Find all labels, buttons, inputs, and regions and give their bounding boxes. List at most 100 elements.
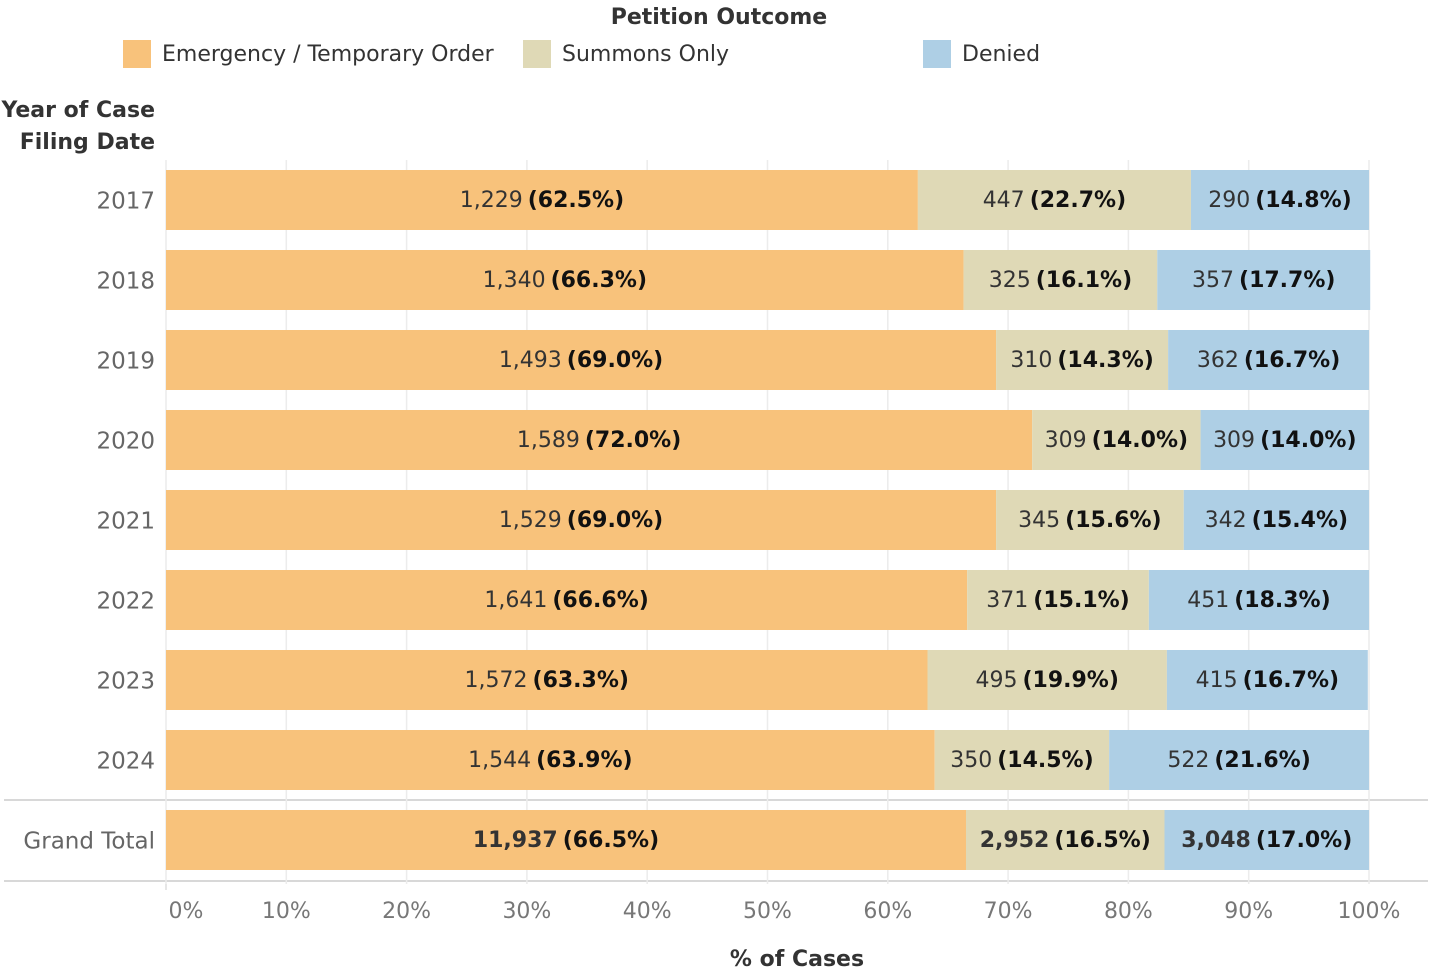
data-label: 1,572 (63.3%): [465, 668, 629, 693]
percent-label: (15.1%): [1033, 588, 1129, 613]
bar-segment: [967, 570, 1149, 630]
count-label: 495: [975, 668, 1017, 693]
percent-label: (63.9%): [536, 748, 632, 773]
y-tick-label: 2023: [96, 669, 155, 695]
data-label: 1,544 (63.9%): [468, 748, 632, 773]
count-label: 1,572: [465, 668, 528, 693]
bar-segment: [927, 650, 1167, 710]
data-label: 447 (22.7%): [983, 188, 1126, 213]
percent-label: (14.0%): [1092, 428, 1188, 453]
data-label: 495 (19.9%): [975, 668, 1118, 693]
data-label: 1,229 (62.5%): [460, 188, 624, 213]
count-label: 1,589: [517, 428, 580, 453]
percent-label: (18.3%): [1234, 588, 1330, 613]
y-tick-label: Grand Total: [23, 829, 155, 855]
x-tick-label: 100%: [1338, 899, 1401, 924]
count-label: 1,340: [483, 268, 546, 293]
percent-label: (14.3%): [1057, 348, 1153, 373]
data-label: 342 (15.4%): [1205, 508, 1348, 533]
percent-label: (62.5%): [528, 188, 624, 213]
x-tick-label: 50%: [743, 899, 792, 924]
data-label: 415 (16.7%): [1196, 668, 1339, 693]
x-tick-label: 60%: [863, 899, 912, 924]
bar-segment: [1148, 570, 1369, 630]
percent-label: (16.7%): [1243, 668, 1339, 693]
percent-label: (14.8%): [1255, 188, 1351, 213]
bar-segment: [166, 170, 918, 230]
percent-label: (72.0%): [585, 428, 681, 453]
count-label: 350: [950, 748, 992, 773]
count-label: 2,952: [980, 828, 1050, 853]
y-tick-label: 2020: [96, 429, 155, 455]
bar-segment: [1157, 250, 1371, 310]
data-label: 309 (14.0%): [1213, 428, 1356, 453]
count-label: 309: [1045, 428, 1087, 453]
data-label: 451 (18.3%): [1187, 588, 1330, 613]
bar-segment: [934, 730, 1110, 790]
legend-swatch: [523, 40, 551, 68]
count-label: 342: [1205, 508, 1247, 533]
count-label: 1,493: [499, 348, 562, 373]
count-label: 447: [983, 188, 1025, 213]
percent-label: (16.5%): [1054, 828, 1150, 853]
percent-label: (66.3%): [551, 268, 647, 293]
percent-label: (19.9%): [1022, 668, 1118, 693]
data-label: 2,952 (16.5%): [980, 828, 1151, 853]
percent-label: (17.0%): [1256, 828, 1352, 853]
percent-label: (15.6%): [1065, 508, 1161, 533]
count-label: 3,048: [1181, 828, 1251, 853]
data-label: 310 (14.3%): [1010, 348, 1153, 373]
percent-label: (17.7%): [1239, 268, 1335, 293]
percent-label: (16.1%): [1036, 268, 1132, 293]
y-axis-title: Year of Case: [0, 98, 155, 123]
percent-label: (22.7%): [1030, 188, 1126, 213]
data-label: 1,589 (72.0%): [517, 428, 681, 453]
data-label: 325 (16.1%): [989, 268, 1132, 293]
data-label: 1,340 (66.3%): [483, 268, 647, 293]
bar-segment: [1166, 650, 1368, 710]
bar-segment: [166, 490, 997, 550]
y-axis-title: Filing Date: [20, 130, 155, 155]
y-tick-label: 2021: [96, 509, 155, 535]
x-axis-title: % of Cases: [730, 947, 864, 972]
bar-segment: [1164, 810, 1369, 870]
percent-label: (66.5%): [563, 828, 659, 853]
bar-segment: [1032, 410, 1201, 470]
x-tick-label: 80%: [1104, 899, 1153, 924]
data-label: 1,641 (66.6%): [484, 588, 648, 613]
percent-label: (16.7%): [1244, 348, 1340, 373]
percent-label: (66.6%): [552, 588, 648, 613]
bar-segment: [166, 410, 1033, 470]
data-label: 357 (17.7%): [1192, 268, 1335, 293]
x-tick-label: 20%: [382, 899, 431, 924]
count-label: 371: [986, 588, 1028, 613]
percent-label: (14.5%): [997, 748, 1093, 773]
count-label: 451: [1187, 588, 1229, 613]
percent-label: (69.0%): [567, 508, 663, 533]
data-label: 1,493 (69.0%): [499, 348, 663, 373]
data-label: 309 (14.0%): [1045, 428, 1188, 453]
x-tick-label: 0%: [169, 899, 204, 924]
x-tick-label: 30%: [502, 899, 551, 924]
bar-segment: [1109, 730, 1369, 790]
bar-segment: [166, 330, 997, 390]
count-label: 357: [1192, 268, 1234, 293]
x-tick-label: 40%: [623, 899, 672, 924]
data-label: 1,529 (69.0%): [499, 508, 663, 533]
percent-label: (14.0%): [1260, 428, 1356, 453]
percent-label: (63.3%): [533, 668, 629, 693]
data-label: 371 (15.1%): [986, 588, 1129, 613]
bar-segment: [166, 570, 968, 630]
count-label: 522: [1167, 748, 1209, 773]
x-tick-label: 10%: [262, 899, 311, 924]
percent-label: (21.6%): [1214, 748, 1310, 773]
bar-segment: [996, 490, 1184, 550]
count-label: 11,937: [473, 828, 558, 853]
count-label: 415: [1196, 668, 1238, 693]
data-label: 350 (14.5%): [950, 748, 1093, 773]
percent-label: (69.0%): [567, 348, 663, 373]
count-label: 362: [1197, 348, 1239, 373]
bar-segment: [963, 250, 1158, 310]
bar-segment: [166, 250, 964, 310]
